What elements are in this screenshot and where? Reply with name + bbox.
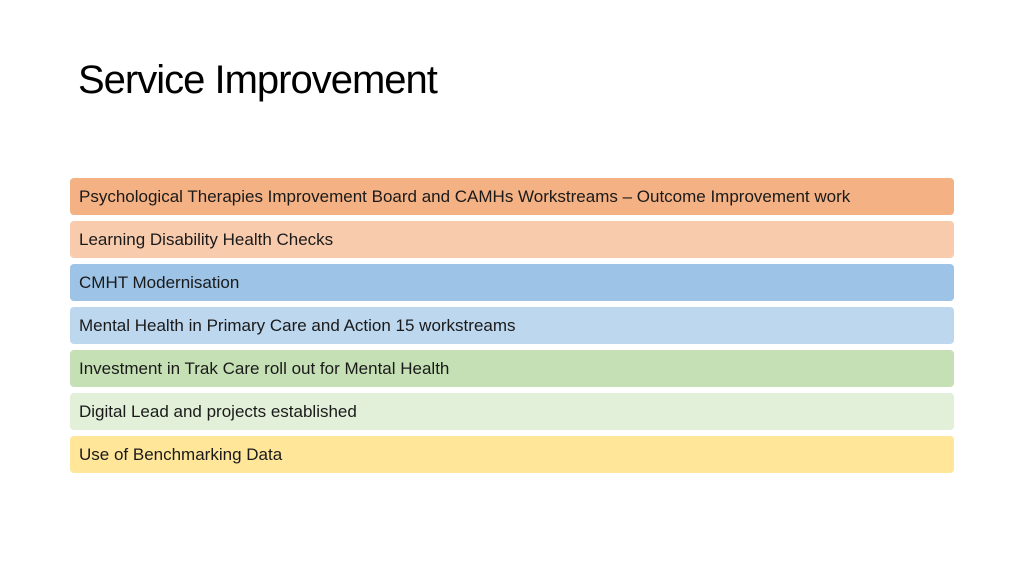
- list-item-cmht-modernisation: CMHT Modernisation: [70, 264, 954, 301]
- list-item-mental-health-primary-care: Mental Health in Primary Care and Action…: [70, 307, 954, 344]
- list-item-learning-disability: Learning Disability Health Checks: [70, 221, 954, 258]
- list-item-psychological-therapies: Psychological Therapies Improvement Boar…: [70, 178, 954, 215]
- list-item-trak-care: Investment in Trak Care roll out for Men…: [70, 350, 954, 387]
- improvement-list: Psychological Therapies Improvement Boar…: [70, 178, 954, 479]
- list-item-benchmarking-data: Use of Benchmarking Data: [70, 436, 954, 473]
- list-item-digital-lead: Digital Lead and projects established: [70, 393, 954, 430]
- slide-title: Service Improvement: [78, 58, 438, 102]
